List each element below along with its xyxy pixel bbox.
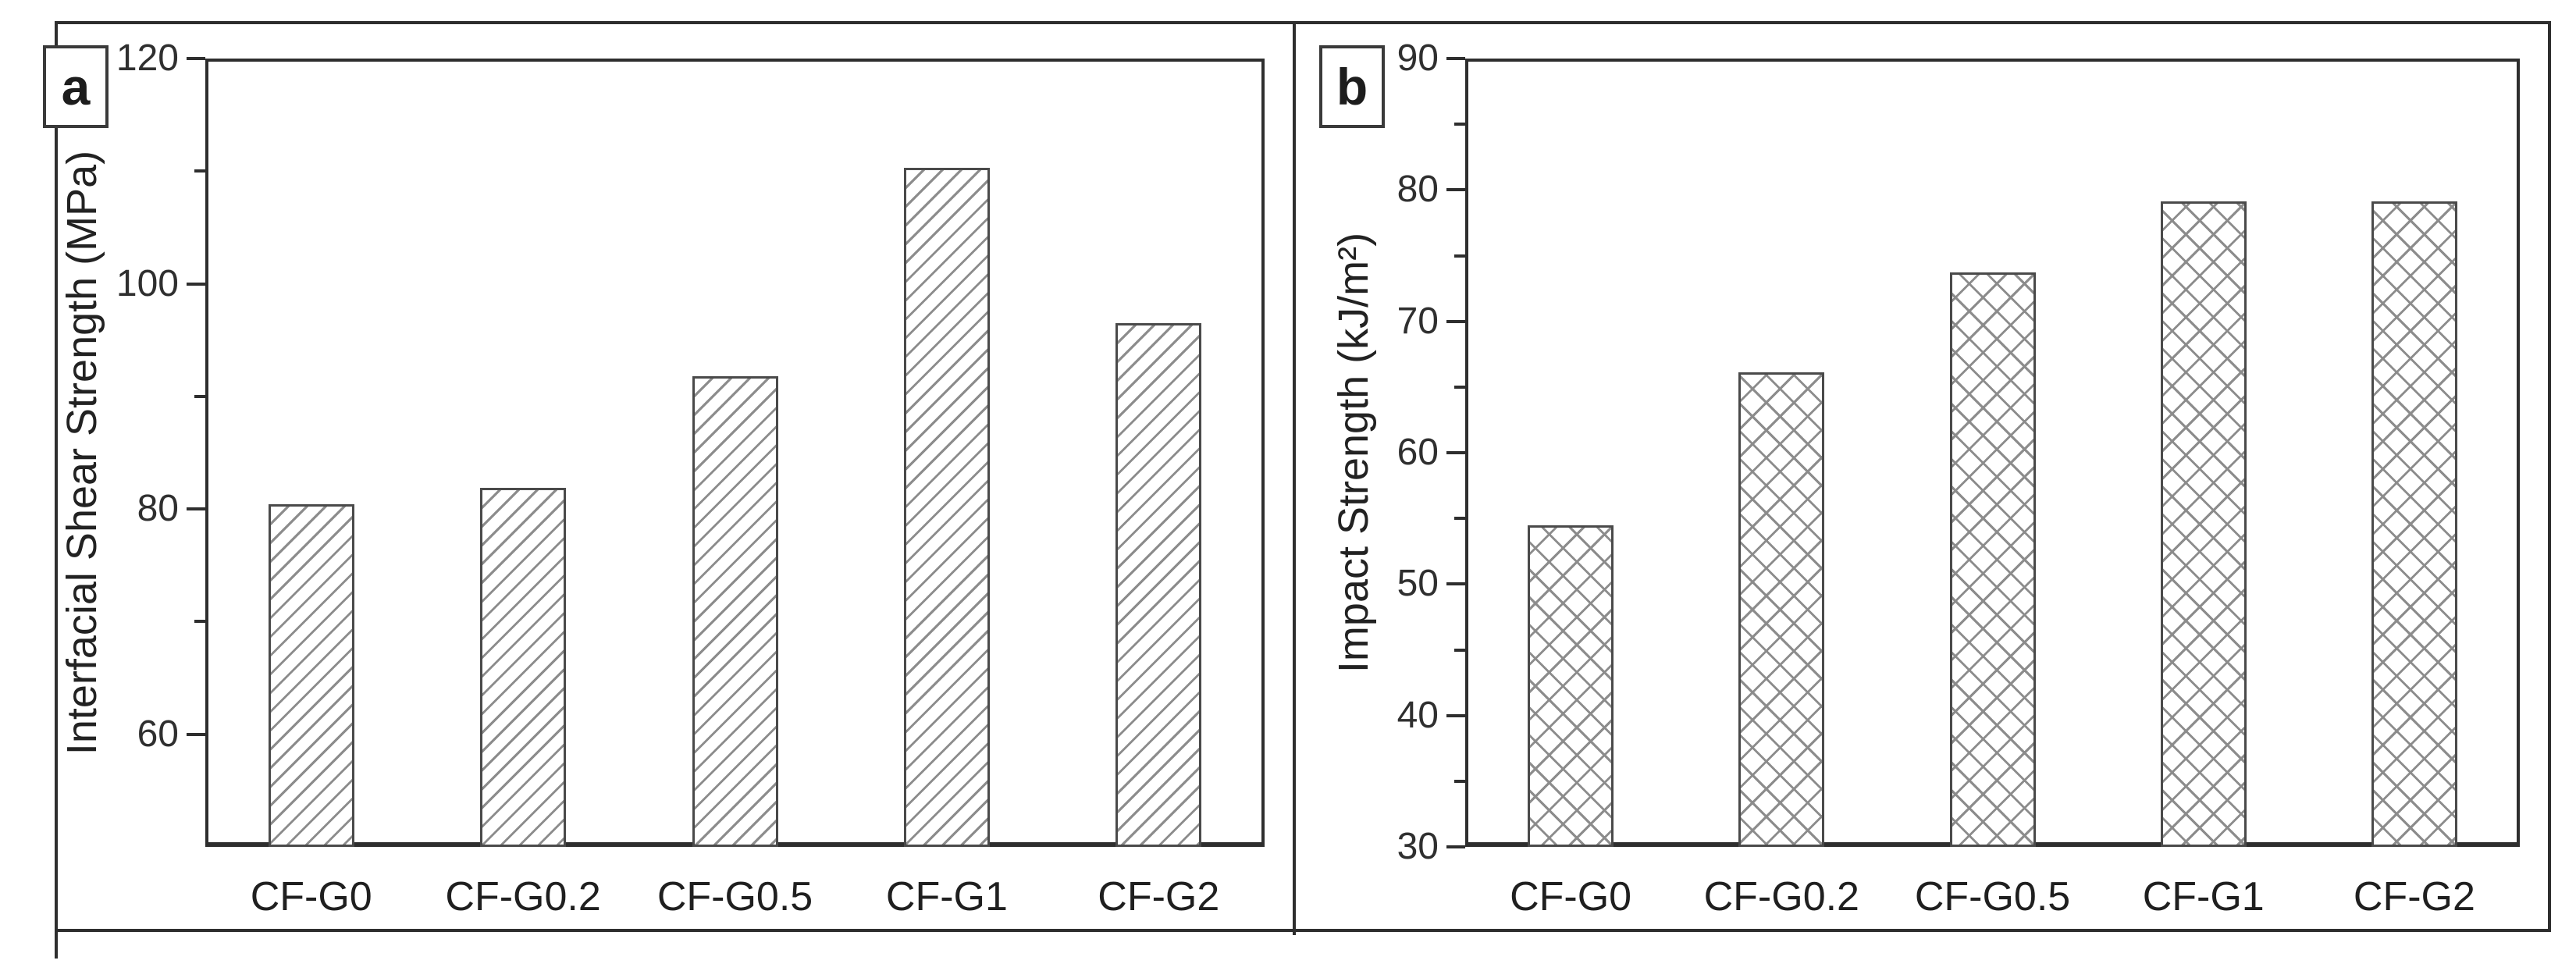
y-major-tick <box>1446 319 1465 323</box>
bar <box>268 504 354 847</box>
y-minor-tick <box>194 620 205 624</box>
y-tick-label: 40 <box>1397 694 1439 736</box>
bar <box>1949 272 2036 847</box>
bar <box>1528 525 1614 847</box>
y-major-tick <box>187 57 205 60</box>
x-category-label: CF-G0.5 <box>656 874 813 919</box>
y-minor-tick <box>1454 385 1465 389</box>
y-minor-tick <box>1454 779 1465 783</box>
x-category-label: CF-G2 <box>2353 874 2475 919</box>
x-category-label: CF-G0.5 <box>1914 874 2071 919</box>
y-minor-tick <box>1454 254 1465 258</box>
bar <box>480 487 567 847</box>
y-tick-label: 30 <box>1397 826 1439 867</box>
panel-a-letter: a <box>61 58 91 116</box>
y-minor-tick <box>1454 517 1465 521</box>
y-tick-label: 80 <box>137 488 179 530</box>
y-minor-tick <box>194 169 205 173</box>
y-major-tick <box>1446 451 1465 454</box>
panel-a-label-box: a <box>43 45 109 128</box>
x-category-label: CF-G0.2 <box>1703 874 1859 919</box>
bar <box>1738 372 1825 847</box>
y-tick-label: 60 <box>137 713 179 755</box>
x-category-label: CF-G0 <box>250 874 372 919</box>
bar <box>903 167 990 847</box>
y-tick-label: 90 <box>1397 37 1439 79</box>
y-major-tick <box>1446 188 1465 192</box>
x-category-label: CF-G2 <box>1098 874 1220 919</box>
bar <box>2160 201 2247 847</box>
y-minor-tick <box>1454 123 1465 126</box>
y-tick-label: 50 <box>1397 563 1439 605</box>
x-category-label: CF-G0.2 <box>445 874 601 919</box>
x-category-label: CF-G0 <box>1510 874 1632 919</box>
bar <box>692 375 778 847</box>
y-major-tick <box>1446 713 1465 717</box>
x-category-label: CF-G1 <box>2142 874 2265 919</box>
y-major-tick <box>1446 582 1465 586</box>
y-major-tick <box>187 732 205 736</box>
y-minor-tick <box>194 394 205 398</box>
panel-b-letter: b <box>1336 58 1368 116</box>
y-major-tick <box>187 282 205 286</box>
figure-border <box>55 21 2551 932</box>
bar <box>1115 323 1202 847</box>
panel-b-label-box: b <box>1319 45 1385 128</box>
y-tick-label: 70 <box>1397 300 1439 342</box>
y-minor-tick <box>1454 648 1465 652</box>
bar <box>2371 201 2457 847</box>
border-stub-bottom-left <box>55 932 58 959</box>
panel-divider-line <box>1293 21 1296 935</box>
y-tick-label: 60 <box>1397 432 1439 473</box>
y-major-tick <box>187 507 205 511</box>
y-major-tick <box>1446 57 1465 60</box>
y-tick-label: 120 <box>116 37 179 79</box>
y-major-tick <box>1446 845 1465 848</box>
y-tick-label: 80 <box>1397 169 1439 211</box>
x-category-label: CF-G1 <box>885 874 1008 919</box>
y-tick-label: 100 <box>116 262 179 304</box>
